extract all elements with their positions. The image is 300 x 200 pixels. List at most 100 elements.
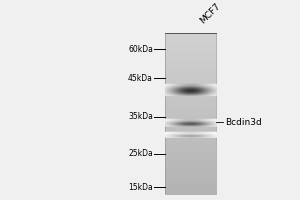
Text: 60kDa: 60kDa (128, 45, 153, 54)
Bar (165, 79, 216, 80)
Bar (165, 189, 216, 190)
Bar (165, 177, 216, 178)
Bar (165, 42, 216, 43)
Bar (165, 124, 216, 125)
Bar (165, 121, 216, 122)
Bar (165, 176, 216, 177)
Bar (165, 88, 216, 89)
Bar (165, 84, 216, 85)
Bar (165, 126, 216, 127)
Bar (165, 162, 216, 163)
Bar (165, 158, 216, 159)
Bar (165, 138, 216, 139)
Bar (165, 187, 216, 188)
Bar (165, 104, 216, 105)
Bar (165, 148, 216, 149)
Bar (165, 109, 216, 110)
Bar (165, 67, 216, 68)
Bar (165, 175, 216, 176)
Bar (165, 164, 216, 165)
Bar (165, 131, 216, 132)
Bar (165, 146, 216, 147)
Bar (165, 156, 216, 157)
Bar (165, 66, 216, 67)
Bar (165, 63, 216, 64)
Bar (165, 47, 216, 48)
Bar (165, 129, 216, 130)
Bar (165, 167, 216, 168)
Bar (165, 86, 216, 87)
Bar (165, 172, 216, 173)
Bar (165, 71, 216, 72)
Bar (165, 165, 216, 166)
Bar (165, 179, 216, 180)
Bar (165, 50, 216, 51)
Bar (165, 53, 216, 54)
Bar (165, 112, 216, 113)
Bar (165, 57, 216, 58)
Bar (165, 166, 216, 167)
Bar (165, 56, 216, 57)
Bar (165, 144, 216, 145)
Text: 15kDa: 15kDa (128, 183, 153, 192)
Bar (165, 155, 216, 156)
Bar (165, 143, 216, 144)
Bar (165, 74, 216, 75)
Bar (165, 128, 216, 129)
Bar (165, 192, 216, 193)
Bar (165, 51, 216, 52)
Bar (165, 97, 216, 98)
Bar (165, 163, 216, 164)
Bar (165, 180, 216, 181)
Bar (165, 94, 216, 95)
Bar (165, 62, 216, 63)
Bar (165, 114, 216, 115)
Bar (165, 178, 216, 179)
Bar (165, 181, 216, 182)
Bar (165, 78, 216, 79)
Bar (165, 82, 216, 83)
Bar (165, 35, 216, 36)
Bar (165, 185, 216, 186)
Bar (165, 100, 216, 101)
Bar (165, 80, 216, 81)
Bar (165, 170, 216, 171)
Bar (165, 190, 216, 191)
Bar (165, 92, 216, 93)
Bar (165, 33, 216, 34)
Bar (165, 132, 216, 133)
Bar (165, 150, 216, 151)
Bar (165, 33, 216, 194)
Bar (165, 182, 216, 183)
Bar (165, 68, 216, 69)
Bar (165, 107, 216, 108)
Bar (165, 186, 216, 187)
Bar (165, 113, 216, 114)
Bar (165, 173, 216, 174)
Bar (165, 133, 216, 134)
Bar (165, 83, 216, 84)
Bar (165, 152, 216, 153)
Bar (165, 140, 216, 141)
Bar (165, 118, 216, 119)
Bar (165, 38, 216, 39)
Bar (165, 142, 216, 143)
Bar (165, 183, 216, 184)
Bar (165, 174, 216, 175)
Bar (165, 49, 216, 50)
Text: 25kDa: 25kDa (128, 149, 153, 158)
Bar (165, 141, 216, 142)
Bar (165, 89, 216, 90)
Bar (165, 98, 216, 99)
Bar (165, 61, 216, 62)
Bar (165, 127, 216, 128)
Bar (165, 48, 216, 49)
Bar (165, 96, 216, 97)
Bar (165, 105, 216, 106)
Bar (165, 37, 216, 38)
Bar (165, 91, 216, 92)
Text: Bcdin3d: Bcdin3d (225, 118, 261, 127)
Bar (165, 70, 216, 71)
Bar (165, 125, 216, 126)
Bar (165, 106, 216, 107)
